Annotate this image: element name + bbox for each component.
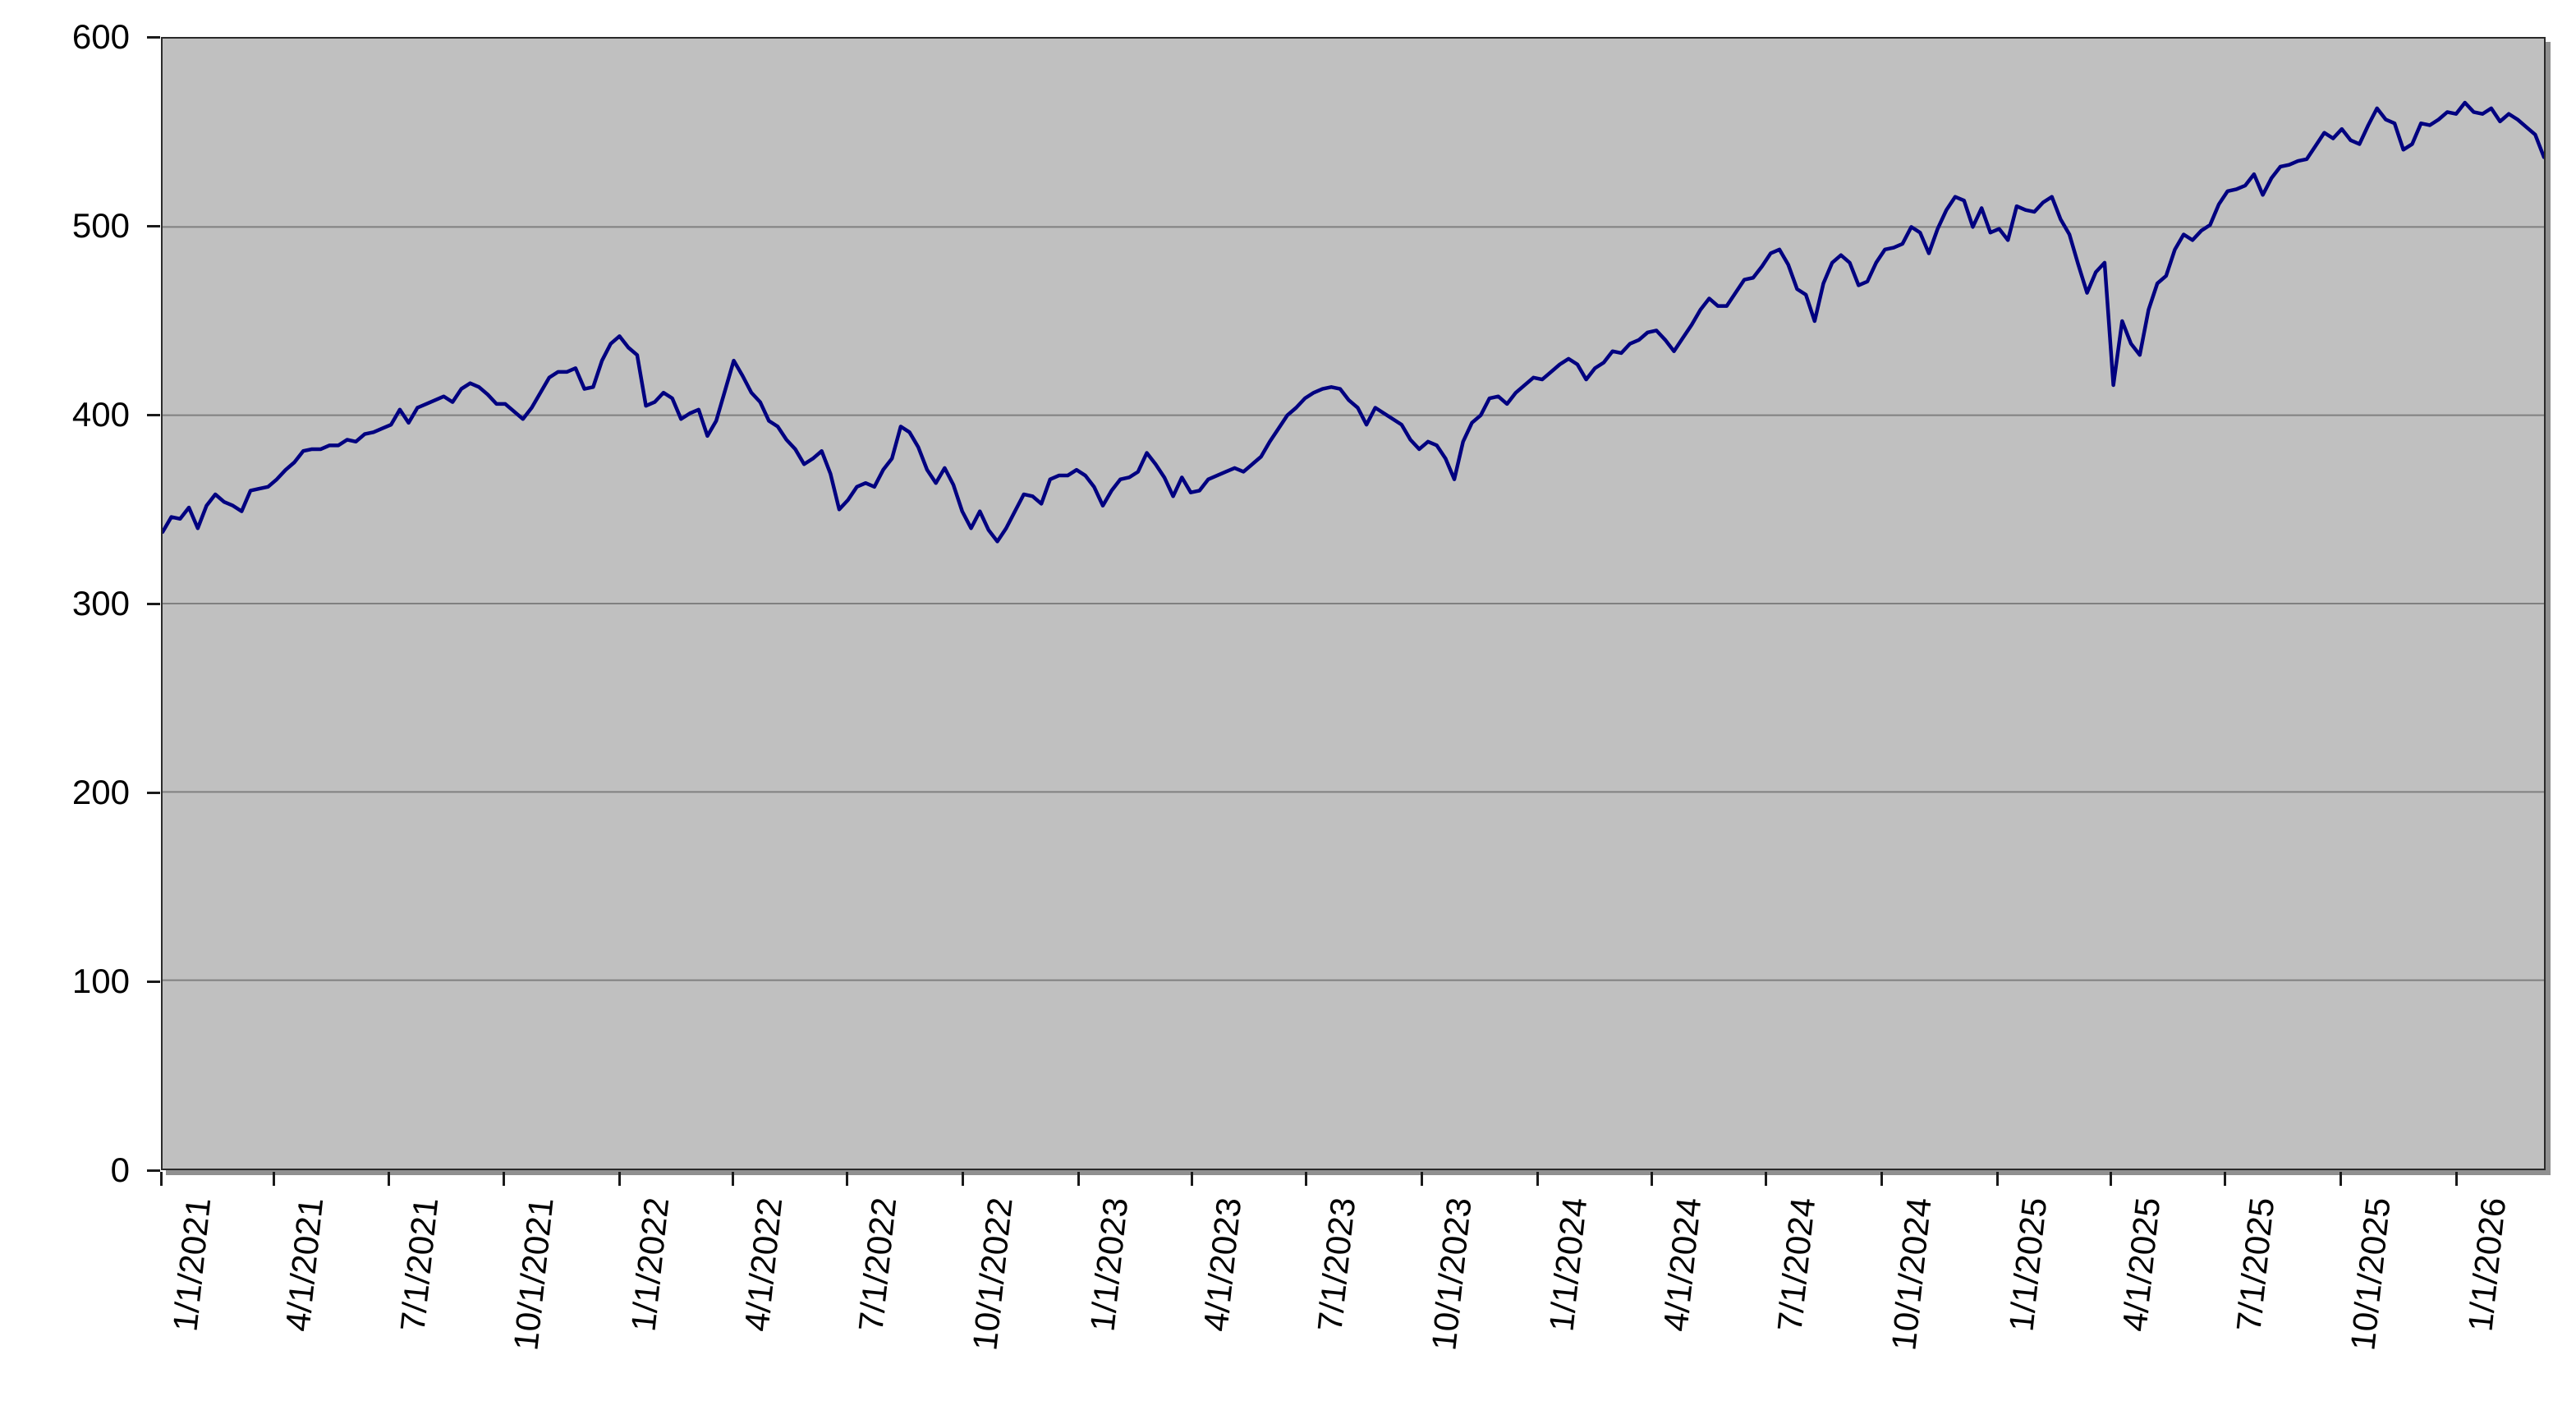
y-axis-tick [147,413,160,416]
y-axis-tick [147,1169,160,1172]
x-tick-label: 1/1/2026 [2460,1196,2514,1334]
x-axis-tick [2339,1172,2342,1186]
x-axis-tick [1765,1172,1768,1186]
plot-area [161,37,2546,1170]
x-axis-tick [2454,1172,2458,1186]
y-tick-label: 300 [71,584,130,622]
x-tick-label: 1/1/2024 [1541,1196,1595,1334]
y-tick-label: 600 [71,17,130,56]
y-tick-label: 0 [110,1151,130,1189]
price-line-chart [163,100,2544,981]
x-tick-label: 4/1/2022 [737,1196,790,1334]
x-tick-label: 7/1/2025 [2229,1196,2282,1334]
y-axis-tick [147,980,160,983]
x-axis-tick [1190,1172,1193,1186]
x-tick-label: 7/1/2023 [1310,1196,1363,1334]
x-tick-label: 1/1/2023 [1082,1196,1136,1334]
x-axis-tick [159,1172,163,1186]
y-tick-label: 200 [71,773,130,811]
x-tick-label: 1/1/2025 [2001,1196,2055,1334]
y-axis-tick [147,224,160,227]
y-axis-tick [147,35,160,39]
x-tick-label: 10/1/2022 [965,1196,1020,1353]
x-axis-tick [962,1172,965,1186]
x-axis-tick [1651,1172,1654,1186]
price-line-series [163,100,2544,544]
x-axis-tick [1880,1172,1884,1186]
x-axis-tick [732,1172,735,1186]
x-tick-label: 10/1/2024 [1884,1196,1939,1353]
y-axis-tick [147,602,160,605]
x-axis-tick [503,1172,506,1186]
x-axis-tick [618,1172,622,1186]
x-axis-tick [846,1172,849,1186]
x-tick-label: 10/1/2021 [506,1196,561,1353]
x-tick-label: 4/1/2025 [2115,1196,2168,1334]
x-axis-tick [1305,1172,1308,1186]
x-axis-tick [2109,1172,2112,1186]
y-tick-label: 100 [71,962,130,1000]
y-tick-label: 400 [71,395,130,434]
x-axis-tick [387,1172,390,1186]
x-axis-tick [1420,1172,1423,1186]
x-axis-tick [2224,1172,2227,1186]
x-tick-label: 10/1/2025 [2342,1196,2398,1353]
x-axis-tick [1536,1172,1539,1186]
x-tick-label: 4/1/2024 [1655,1196,1709,1334]
x-tick-label: 7/1/2022 [851,1196,904,1334]
y-axis-tick [147,791,160,794]
x-tick-label: 1/1/2021 [164,1196,218,1334]
x-tick-label: 10/1/2023 [1423,1196,1479,1353]
x-tick-label: 4/1/2023 [1196,1196,1249,1334]
x-axis-tick [273,1172,276,1186]
x-axis-tick [1077,1172,1080,1186]
y-tick-label: 500 [71,206,130,245]
x-axis-tick [1996,1172,2000,1186]
x-tick-label: 1/1/2022 [623,1196,677,1334]
x-tick-label: 7/1/2021 [393,1196,445,1334]
x-tick-label: 7/1/2024 [1770,1196,1823,1334]
x-tick-label: 4/1/2021 [278,1196,331,1334]
